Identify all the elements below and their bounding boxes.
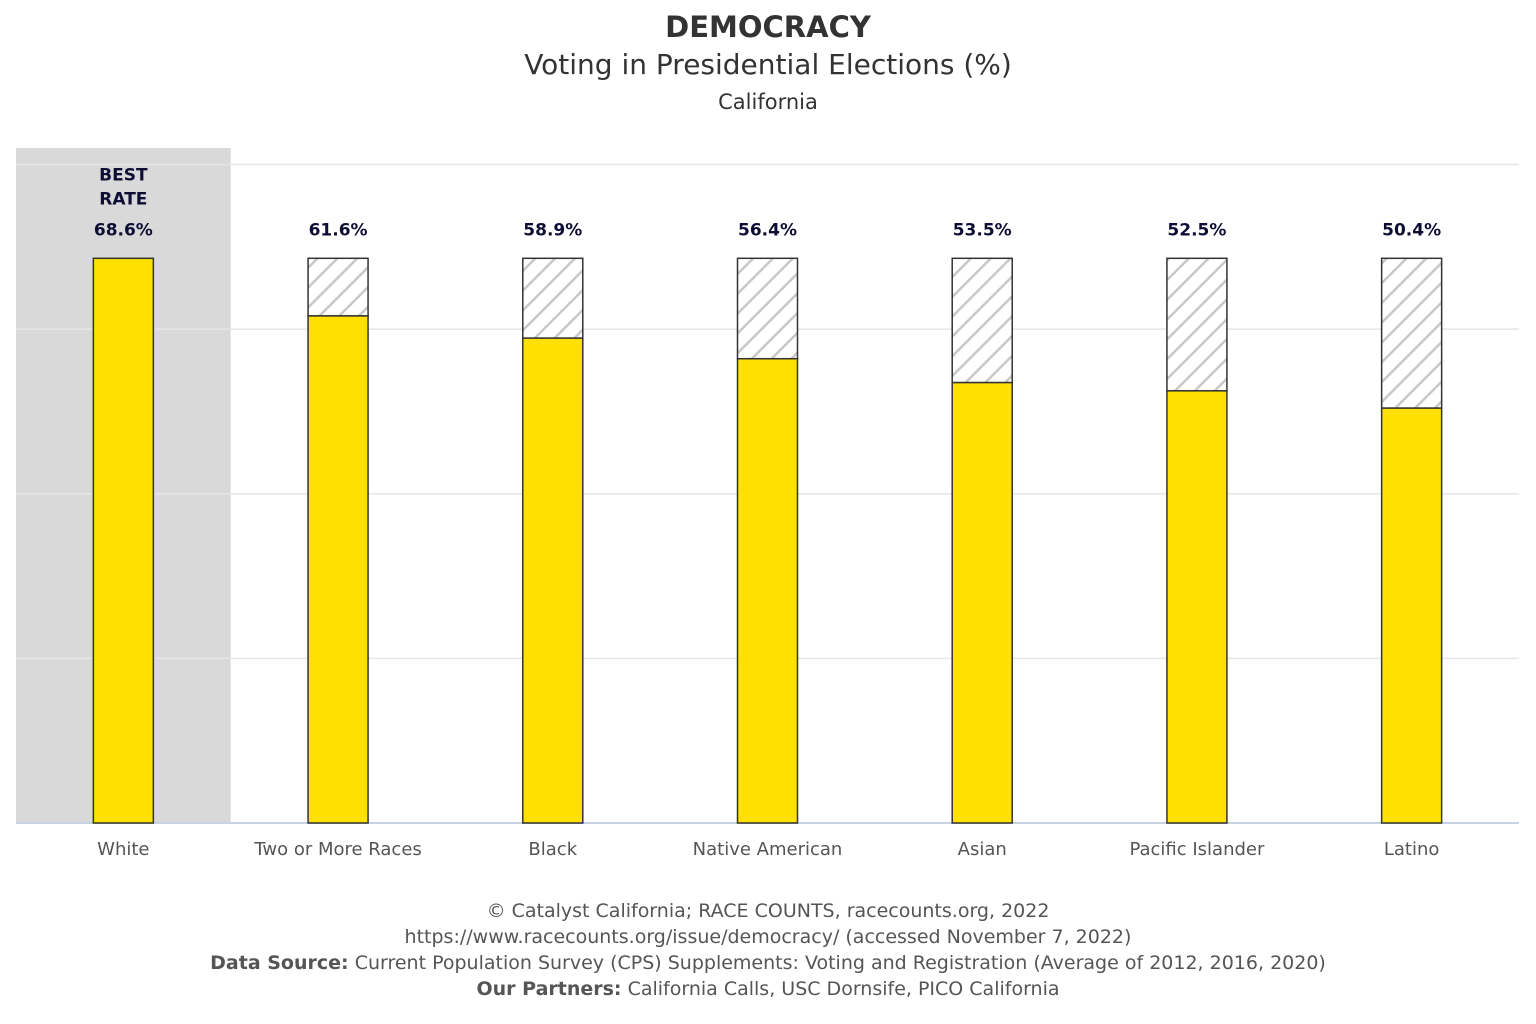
bar xyxy=(1166,390,1228,824)
data-label: 58.9% xyxy=(523,220,582,240)
footer-url: https://www.racecounts.org/issue/democra… xyxy=(404,926,1132,948)
footer-partners-label: Our Partners: xyxy=(476,978,622,1000)
gap-bar xyxy=(951,257,1013,384)
footer-partners: Our Partners: California Calls, USC Dorn… xyxy=(0,976,1536,1002)
gap-bar xyxy=(1166,257,1228,392)
bar xyxy=(307,315,369,824)
data-label: 52.5% xyxy=(1167,220,1226,240)
footer-source-text: Current Population Survey (CPS) Suppleme… xyxy=(354,952,1326,974)
bar xyxy=(522,337,584,824)
x-tick-label: White xyxy=(97,839,149,860)
chart-subtitle: Voting in Presidential Elections (%) xyxy=(524,48,1012,81)
data-label: 53.5% xyxy=(953,220,1012,240)
gap-bar xyxy=(736,257,799,360)
bar xyxy=(951,381,1013,824)
footer-copyright: © Catalyst California; RACE COUNTS, race… xyxy=(486,900,1050,922)
x-tick-label: Black xyxy=(528,839,577,860)
x-tick-label: Native American xyxy=(693,839,843,860)
x-tick-label: Asian xyxy=(958,839,1007,860)
gap-bar xyxy=(307,257,369,317)
data-label: 68.6% xyxy=(94,220,153,240)
gap-bar xyxy=(522,257,584,339)
x-tick-label: Pacific Islander xyxy=(1129,839,1265,860)
bar xyxy=(736,357,799,824)
x-tick-label: Two or More Races xyxy=(253,839,421,860)
bar xyxy=(1380,407,1443,824)
bar xyxy=(92,257,155,824)
x-tick-label: Latino xyxy=(1384,839,1440,860)
chart-title: DEMOCRACY xyxy=(665,10,871,44)
footer-data-source: Data Source: Current Population Survey (… xyxy=(0,950,1536,976)
gap-bar xyxy=(1380,257,1443,409)
chart-geography: California xyxy=(718,90,818,114)
best-rate-label: BEST RATE xyxy=(99,165,148,209)
data-label: 61.6% xyxy=(309,220,368,240)
data-label: 56.4% xyxy=(738,220,797,240)
footer-partners-text: California Calls, USC Dornsife, PICO Cal… xyxy=(627,978,1060,1000)
footer-source-label: Data Source: xyxy=(210,952,349,974)
data-label: 50.4% xyxy=(1382,220,1441,240)
